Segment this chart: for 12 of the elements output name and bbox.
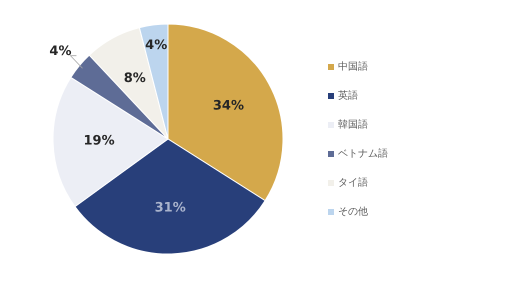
data-label: 19% bbox=[83, 134, 115, 149]
data-label: 8% bbox=[124, 71, 146, 86]
legend-label: ベトナム語 bbox=[338, 148, 388, 160]
legend-label: 中国語 bbox=[338, 60, 368, 72]
data-label: 4% bbox=[49, 44, 72, 60]
legend-label: タイ語 bbox=[338, 176, 368, 188]
data-label: 4% bbox=[145, 38, 168, 53]
data-label: 34% bbox=[212, 98, 244, 114]
legend-label: 韓国語 bbox=[338, 118, 368, 130]
legend-label: 英語 bbox=[338, 90, 358, 102]
data-label: 31% bbox=[154, 200, 186, 216]
legend-label: その他 bbox=[338, 206, 368, 218]
